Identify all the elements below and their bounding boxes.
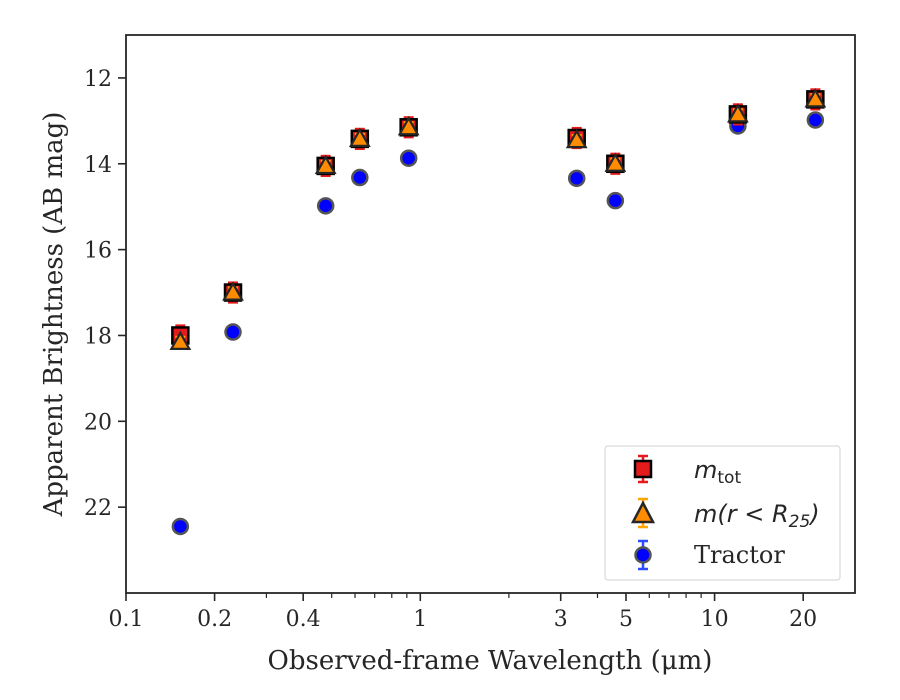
x-tick-label: 10 [701, 607, 729, 632]
legend-label-tractor: Tractor [694, 541, 785, 569]
tractor-point [351, 168, 369, 187]
y-tick-label: 18 [84, 324, 112, 349]
legend-marker-tractor [634, 539, 652, 571]
x-tick-label: 0.4 [286, 607, 321, 632]
mr25-point [804, 88, 827, 108]
tractor-point [399, 149, 418, 167]
legend-marker-mr25 [630, 497, 656, 529]
tractor-point [806, 111, 825, 129]
y-tick-label: 22 [84, 496, 112, 521]
legend-label-mtot: mtot [694, 456, 741, 488]
x-tick-label: 0.1 [109, 607, 144, 632]
x-tick-label: 0.2 [197, 607, 232, 632]
mr25-point [348, 127, 371, 147]
y-tick-label: 12 [84, 67, 112, 92]
y-tick-label: 14 [84, 153, 112, 178]
x-tick-label: 3 [554, 607, 568, 632]
mr25-point [222, 281, 244, 301]
legend: mtot m(r < R25) Tractor [604, 445, 841, 581]
legend-label-mr25: m(r < R25) [694, 500, 820, 532]
mr25-point [604, 152, 627, 172]
data-points [169, 88, 827, 536]
y-axis-label: Apparent Brightness (AB mag) [39, 112, 69, 518]
mr25-point [169, 330, 192, 350]
axis-ticks: 0.1 0.2 0.4 1 3 5 10 20 12 14 16 18 20 22 [84, 67, 817, 632]
legend-box [604, 445, 841, 581]
legend-marker-mtot [633, 454, 653, 484]
tractor-point [171, 517, 190, 536]
x-tick-label: 1 [413, 607, 427, 632]
tractor-point [316, 197, 335, 215]
y-tick-label: 20 [84, 410, 112, 435]
mr25-point [565, 128, 588, 149]
mr25-point [397, 116, 420, 136]
x-tick-label: 5 [619, 607, 633, 632]
tractor-point [567, 169, 586, 188]
x-axis-label: Observed-frame Wavelength (μm) [268, 646, 713, 676]
tractor-point [606, 191, 625, 210]
x-tick-label: 20 [789, 607, 817, 632]
y-tick-label: 16 [84, 239, 112, 264]
tractor-point [224, 323, 242, 341]
plot-frame [125, 34, 856, 594]
mr25-point [727, 103, 749, 123]
mr25-point [314, 154, 337, 175]
